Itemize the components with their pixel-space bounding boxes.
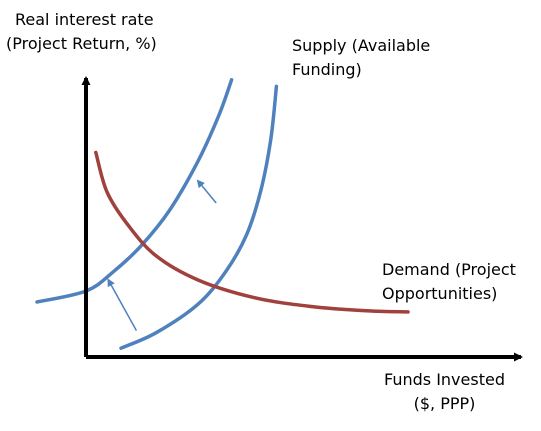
supply-original-curve <box>35 78 234 304</box>
demand-curve <box>94 150 410 314</box>
x-axis-label: Funds Invested ($, PPP) <box>384 368 505 416</box>
shift-arrow-1 <box>107 278 138 331</box>
x-axis-label-line-2: ($, PPP) <box>413 394 476 413</box>
shift-arrows <box>107 179 217 331</box>
supply-shifted-curve <box>119 84 279 350</box>
x-axis-label-line-1: Funds Invested <box>384 370 505 389</box>
supply-label-line-1: Supply (Available <box>292 36 431 55</box>
y-axis-label-line-2: (Project Return, %) <box>6 34 157 53</box>
demand-label-line-1: Demand (Project <box>382 260 516 279</box>
series-layer <box>35 78 410 350</box>
demand-label-line-2: Opportunities) <box>382 284 498 303</box>
y-axis-label-line-1: Real interest rate <box>15 10 154 29</box>
demand-label: Demand (Project Opportunities) <box>382 258 516 306</box>
y-axis-label: Real interest rate (Project Return, %) <box>6 8 157 56</box>
supply-label: Supply (Available Funding) <box>292 34 430 82</box>
supply-label-line-2: Funding) <box>292 60 362 79</box>
shift-arrow-2 <box>196 179 217 204</box>
